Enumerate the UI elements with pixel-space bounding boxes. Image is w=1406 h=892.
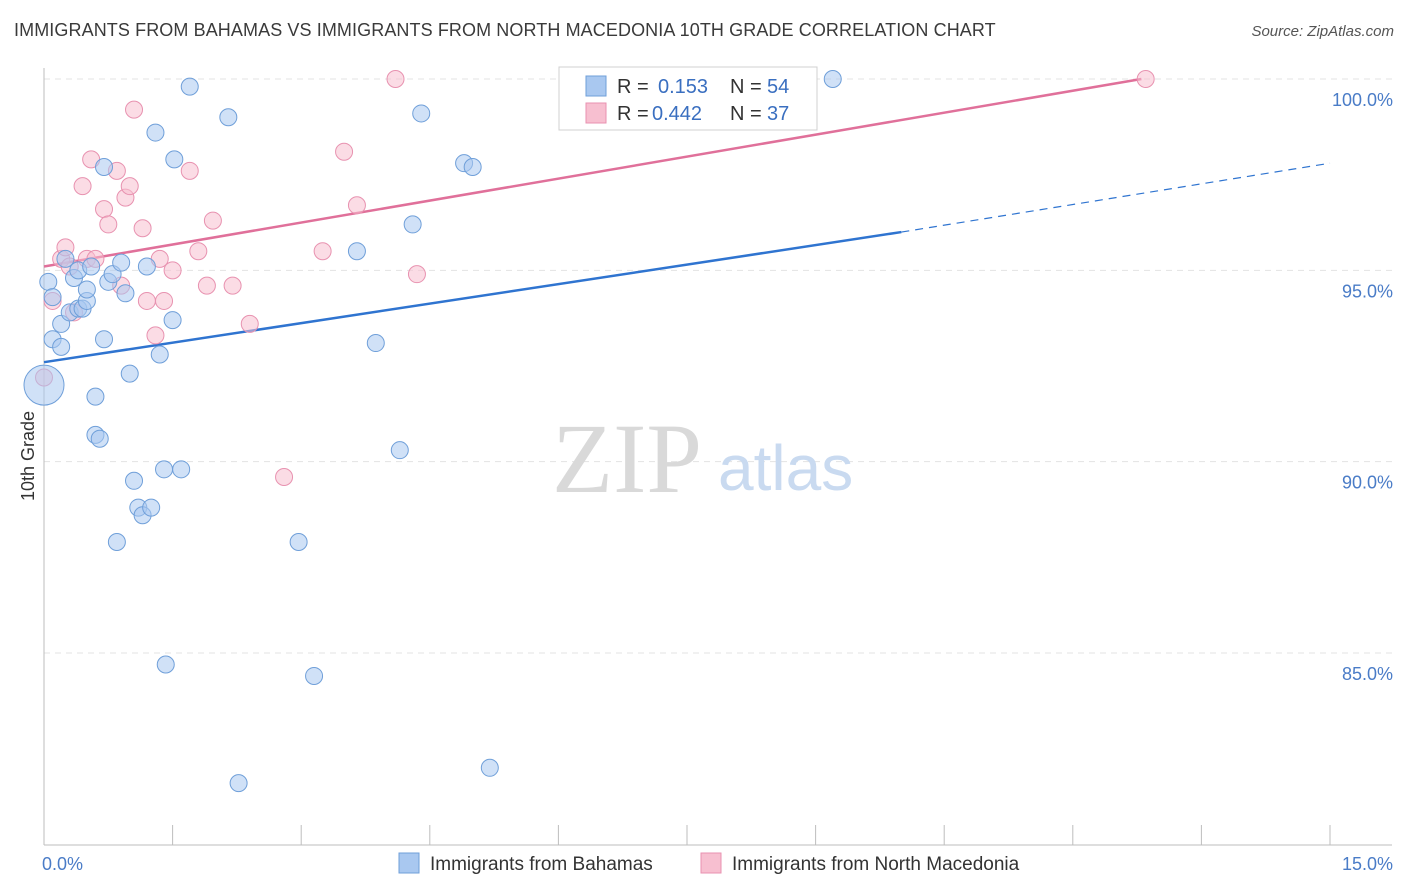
macedonia-point bbox=[386, 70, 405, 88]
bahamas-point bbox=[305, 666, 324, 685]
y-axis-label: 10th Grade bbox=[18, 411, 38, 501]
macedonia-point bbox=[1136, 70, 1155, 88]
bahamas-point bbox=[403, 215, 422, 234]
bahamas-point bbox=[137, 257, 156, 276]
macedonia-point bbox=[347, 196, 366, 215]
macedonia-point bbox=[73, 177, 92, 196]
macedonia-point bbox=[203, 211, 222, 230]
trend-layer bbox=[43, 77, 1331, 364]
bahamas-point bbox=[43, 288, 62, 307]
point-layer bbox=[23, 70, 1155, 793]
bahamas-point bbox=[412, 104, 431, 123]
macedonia-point bbox=[313, 242, 332, 261]
bahamas-point bbox=[366, 334, 385, 353]
correlation-legend: R = 0.153 N = 54 R = 0.442 N = 37 bbox=[558, 66, 818, 131]
bahamas-point bbox=[95, 330, 114, 349]
macedonia-point bbox=[125, 100, 144, 119]
bahamas-point bbox=[165, 150, 184, 169]
trend-line-macedonia bbox=[43, 77, 1142, 268]
bahamas-point bbox=[142, 498, 161, 517]
macedonia-point bbox=[407, 265, 426, 284]
y-tick-label: 85.0% bbox=[1342, 664, 1393, 684]
bahamas-point bbox=[146, 123, 165, 142]
axis-layer: 85.0% 90.0% 95.0% 100.0% 0.0% 15.0% bbox=[42, 68, 1393, 874]
bahamas-point bbox=[172, 460, 191, 479]
chart-source: Source: ZipAtlas.com bbox=[1251, 23, 1394, 40]
bahamas-point bbox=[90, 429, 109, 448]
bahamas-point bbox=[77, 280, 96, 299]
bahamas-point bbox=[56, 249, 75, 268]
series-legend-swatch-bahamas bbox=[398, 852, 420, 874]
bahamas-point bbox=[347, 242, 366, 261]
legend-n-label-bahamas: N = bbox=[730, 76, 762, 98]
bahamas-point bbox=[155, 460, 174, 479]
bahamas-point bbox=[95, 158, 114, 177]
macedonia-point bbox=[99, 215, 118, 234]
bahamas-point bbox=[229, 774, 248, 793]
chart-title: IMMIGRANTS FROM BAHAMAS VS IMMIGRANTS FR… bbox=[14, 20, 996, 40]
legend-r-label-macedonia: R = bbox=[617, 103, 649, 125]
series-legend-label-macedonia: Immigrants from North Macedonia bbox=[732, 854, 1020, 875]
macedonia-point bbox=[146, 326, 165, 345]
macedonia-point bbox=[163, 261, 182, 280]
bahamas-point bbox=[150, 345, 169, 364]
series-legend: Immigrants from Bahamas Immigrants from … bbox=[398, 852, 1020, 875]
macedonia-point bbox=[189, 242, 208, 261]
macedonia-point bbox=[155, 291, 174, 310]
macedonia-point bbox=[275, 467, 294, 486]
trend-line-bahamas-extension bbox=[901, 162, 1331, 233]
y-tick-label: 100.0% bbox=[1332, 90, 1393, 110]
macedonia-point bbox=[197, 276, 216, 295]
bahamas-point bbox=[480, 758, 499, 777]
macedonia-point bbox=[335, 142, 354, 161]
macedonia-point bbox=[240, 314, 259, 333]
macedonia-point bbox=[120, 177, 139, 196]
series-legend-swatch-macedonia bbox=[700, 852, 722, 874]
bahamas-point bbox=[120, 364, 139, 383]
bahamas-point bbox=[107, 533, 126, 552]
legend-r-label-bahamas: R = bbox=[617, 76, 649, 98]
macedonia-point bbox=[137, 291, 156, 310]
bahamas-point bbox=[156, 655, 175, 674]
bahamas-point bbox=[39, 272, 58, 291]
watermark-atlas: atlas bbox=[718, 432, 853, 504]
bahamas-point bbox=[112, 253, 131, 272]
legend-r-value-bahamas: 0.153 bbox=[658, 76, 708, 98]
bahamas-point bbox=[163, 311, 182, 330]
bahamas-point bbox=[52, 337, 71, 356]
legend-n-value-bahamas: 54 bbox=[767, 76, 789, 98]
bahamas-point bbox=[390, 441, 409, 460]
bahamas-point bbox=[219, 108, 238, 127]
watermark: ZIP atlas bbox=[552, 403, 853, 514]
macedonia-point bbox=[223, 276, 242, 295]
bahamas-point bbox=[23, 364, 65, 406]
bahamas-point bbox=[86, 387, 105, 406]
x-tick-label: 0.0% bbox=[42, 854, 83, 874]
bahamas-point bbox=[180, 77, 199, 96]
trend-line-bahamas bbox=[43, 230, 902, 364]
grid-layer bbox=[44, 78, 1392, 654]
legend-r-value-macedonia: 0.442 bbox=[652, 103, 702, 125]
bahamas-point bbox=[125, 471, 144, 490]
legend-n-value-macedonia: 37 bbox=[767, 103, 789, 125]
bahamas-point bbox=[823, 70, 842, 88]
bahamas-point bbox=[116, 284, 135, 303]
series-legend-label-bahamas: Immigrants from Bahamas bbox=[430, 854, 653, 875]
macedonia-point bbox=[95, 200, 114, 219]
y-tick-label: 95.0% bbox=[1342, 281, 1393, 301]
legend-swatch-macedonia bbox=[585, 102, 607, 124]
bahamas-point bbox=[82, 257, 101, 276]
watermark-zip: ZIP bbox=[552, 403, 702, 514]
legend-swatch-bahamas bbox=[585, 75, 607, 97]
legend-n-label-macedonia: N = bbox=[730, 103, 762, 125]
macedonia-point bbox=[180, 161, 199, 180]
bahamas-point bbox=[289, 533, 308, 552]
bahamas-point bbox=[463, 158, 482, 177]
x-tick-label: 15.0% bbox=[1342, 854, 1393, 874]
y-tick-label: 90.0% bbox=[1342, 473, 1393, 493]
macedonia-point bbox=[133, 219, 152, 238]
